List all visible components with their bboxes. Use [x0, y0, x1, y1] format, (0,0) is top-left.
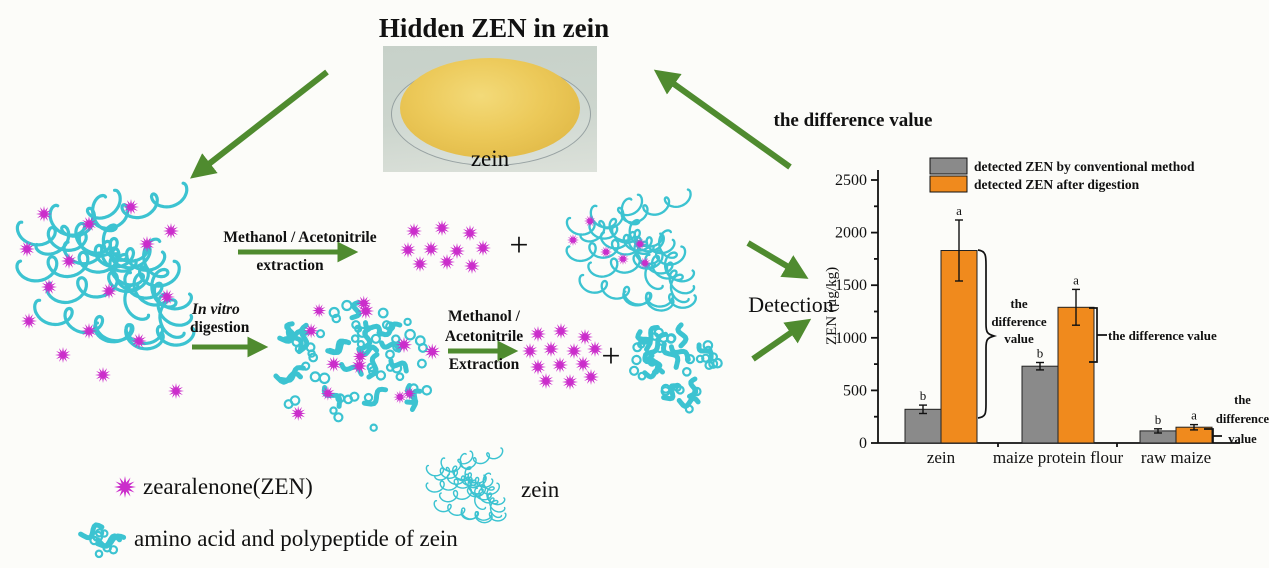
bar-chart: 0 500 1000 1500 2000 2500 ZEN (µg/kg) zein maize…	[824, 157, 1240, 467]
flow-arrows	[190, 69, 812, 362]
zein-tangle-icon	[425, 447, 507, 524]
svg-text:0: 0	[859, 435, 867, 452]
svg-text:a: a	[1073, 272, 1079, 287]
arrow-to-detection-bottom	[751, 318, 812, 362]
svg-text:ZEN (µg/kg): ZEN (µg/kg)	[824, 267, 840, 345]
digestion-label-line2: digestion	[190, 319, 250, 336]
svg-text:b: b	[1037, 346, 1044, 361]
zein-protein-tangle-icon	[15, 181, 196, 351]
svg-text:b: b	[920, 388, 927, 403]
extraction2-label-line1: Methanol /	[448, 308, 520, 325]
bracket-maize-protein-flour	[1089, 307, 1107, 363]
extraction1-label-line2: extraction	[256, 257, 324, 274]
extraction1-label-line1: Methanol / Acetonitrile	[223, 229, 377, 246]
svg-text:500: 500	[843, 382, 867, 399]
svg-text:maize protein flour: maize protein flour	[993, 448, 1124, 467]
arrow-to-detection-top	[746, 240, 809, 279]
zein-powder-photo: zein	[383, 46, 597, 172]
svg-text:b: b	[1155, 412, 1162, 427]
digested-zein-with-zen-blob	[273, 295, 441, 432]
zein-powder-mound	[400, 58, 580, 158]
digestion-label-line1: In vitro	[192, 301, 240, 318]
legend-label-zen: zearalenone(ZEN)	[143, 474, 313, 499]
curly-brace-zein	[977, 249, 998, 419]
amino-acid-polypeptide-blob	[628, 322, 723, 414]
svg-text:zein: zein	[927, 448, 956, 467]
plus-sign-1: +	[509, 227, 529, 264]
zein-tangle-after-extraction-icon	[565, 188, 697, 312]
zen-star-icon	[114, 476, 136, 498]
extracted-zen-stars-1	[400, 220, 491, 274]
difference-annotation-maize-protein-flour: the difference value	[1108, 328, 1217, 343]
svg-text:2000: 2000	[835, 225, 867, 242]
extraction2-label-line3: Extraction	[448, 356, 520, 373]
svg-text:a: a	[956, 203, 962, 218]
arrow-title-to-zein	[190, 69, 329, 179]
bracket-raw-maize	[1204, 428, 1222, 443]
svg-text:2500: 2500	[835, 172, 867, 189]
svg-text:1500: 1500	[835, 277, 867, 294]
hidden-zen-stars	[19, 199, 184, 399]
svg-text:raw maize: raw maize	[1141, 448, 1211, 467]
svg-text:detected ZEN after digestion: detected ZEN after digestion	[974, 177, 1140, 192]
legend-label-amino: amino acid and polypeptide of zein	[134, 526, 458, 551]
legend-label-zein: zein	[521, 477, 560, 502]
arrow-difference-to-title	[653, 69, 792, 170]
difference-annotation-zein: the difference value	[991, 296, 1047, 347]
extracted-zen-stars-2	[522, 323, 603, 390]
extraction2-label-line2: Acetonitrile	[444, 328, 524, 345]
remaining-zen-stars	[567, 215, 651, 269]
detection-label: Detection	[748, 292, 834, 317]
difference-annotation-raw-maize: the difference value	[1215, 393, 1269, 446]
figure-title: Hidden ZEN in zein	[378, 13, 610, 43]
svg-text:a: a	[1191, 408, 1197, 423]
svg-text:1000: 1000	[835, 330, 867, 347]
svg-text:detected ZEN by conventional m: detected ZEN by conventional method	[974, 159, 1195, 174]
amino-acid-icon	[78, 522, 127, 559]
photo-caption: zein	[470, 146, 510, 171]
difference-brackets	[977, 249, 1222, 443]
plus-sign-2: +	[601, 338, 621, 375]
difference-value-top-label: the difference value	[773, 110, 933, 131]
